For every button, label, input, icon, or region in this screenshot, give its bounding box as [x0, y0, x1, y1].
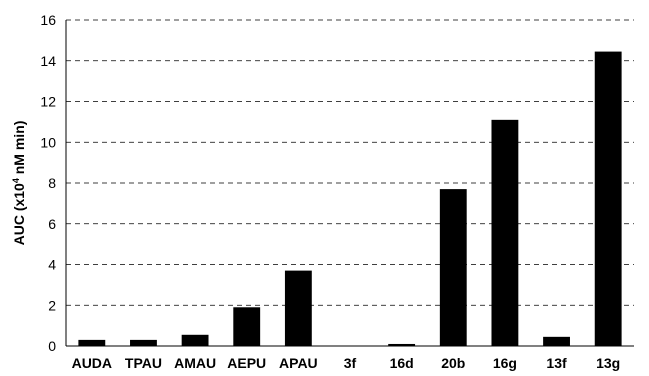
y-axis-title-pre: AUC (x10 [11, 183, 27, 245]
y-tick-label: 14 [40, 53, 56, 69]
x-tick-label: 3f [344, 355, 357, 371]
y-axis-title-sup: 4 [11, 178, 21, 183]
bar-aepu [233, 307, 261, 346]
bar-13g [594, 51, 622, 347]
x-tick-label: AUDA [72, 355, 112, 371]
y-tick-label: 8 [48, 175, 56, 191]
x-tick-label: 20b [441, 355, 465, 371]
bar-apau [284, 270, 312, 346]
bar-tpau [130, 339, 157, 346]
x-tick-label: APAU [279, 355, 318, 371]
y-tick-label: 6 [48, 216, 56, 232]
bar-auda [78, 339, 106, 346]
x-tick-label: AMAU [174, 355, 216, 371]
y-axis-title-post: nM min) [11, 121, 27, 179]
y-tick-label: 0 [48, 338, 56, 354]
bar-13f [543, 336, 570, 346]
y-tick-label: 10 [40, 134, 56, 150]
x-tick-label: TPAU [125, 355, 162, 371]
y-tick-label: 4 [48, 257, 56, 273]
x-tick-label: 13f [546, 355, 567, 371]
x-tick-labels: AUDA TPAU AMAU AEPU APAU 3f 16d 20b 16g 13f 13g [72, 355, 621, 371]
y-axis-title: AUC (x104 nM min) [11, 121, 27, 246]
x-tick-label: 16d [390, 355, 414, 371]
bar-16d [388, 343, 416, 346]
axes [65, 20, 634, 347]
x-tick-label: AEPU [227, 355, 266, 371]
y-tick-label: 2 [48, 297, 56, 313]
bar-amau [181, 334, 209, 346]
x-tick-label: 13g [596, 355, 620, 371]
bars [78, 51, 622, 347]
gridlines [66, 19, 634, 306]
y-tick-label: 16 [40, 12, 56, 28]
x-tick-label: 16g [493, 355, 517, 371]
bar-16g [491, 119, 519, 347]
y-tick-labels: 0 2 4 6 8 10 12 14 16 [40, 12, 56, 354]
bar-20b [439, 189, 467, 346]
y-tick-label: 12 [40, 94, 56, 110]
